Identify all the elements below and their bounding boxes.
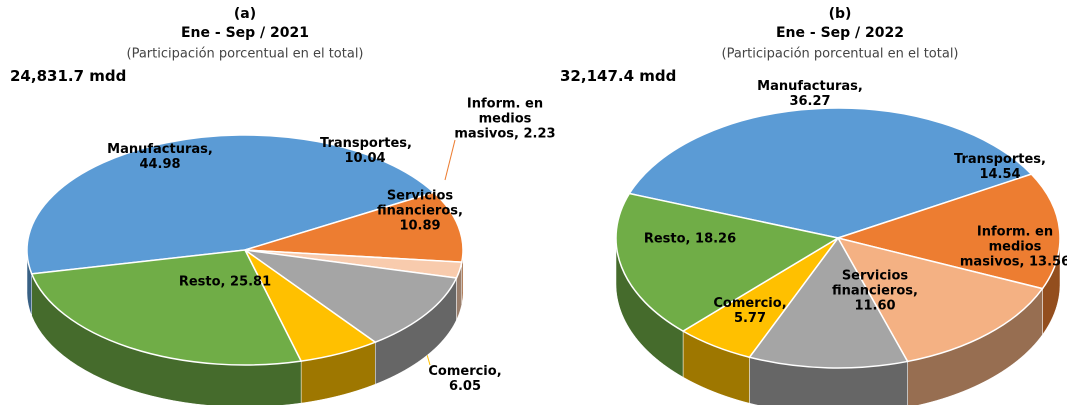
data-label: Resto, 25.81: [178, 274, 272, 290]
total-annotation: 32,147.4 mdd: [560, 67, 677, 85]
chart-title: (a): [233, 5, 257, 22]
data-label: Transportes, 10.04: [320, 136, 412, 166]
data-label: Manufacturas, 44.98: [107, 142, 213, 172]
chart-subtitle: Ene - Sep / 2021: [180, 24, 310, 41]
chart-title: (b): [828, 5, 852, 22]
slice: [628, 107, 1033, 239]
data-label: Inform. en medios masivos, 2.23: [454, 96, 556, 142]
slice: [26, 134, 436, 275]
total-annotation: 24,831.7 mdd: [10, 67, 127, 85]
chart-note: (Participación porcentual en el total): [126, 46, 364, 62]
slice: [244, 191, 464, 263]
leader-line: [444, 139, 456, 181]
data-label: Manufacturas, 36.27: [757, 79, 863, 109]
slice: [615, 192, 841, 332]
data-label: Comercio, 6.05: [428, 364, 502, 394]
data-label: Servicios financieros, 10.89: [377, 188, 463, 234]
data-label: Comercio, 5.77: [713, 296, 787, 326]
data-label: Inform. en medios masivos, 13.56: [959, 224, 1067, 270]
chart-subtitle: Ene - Sep / 2022: [775, 24, 905, 41]
data-label: Resto, 18.26: [643, 231, 737, 247]
data-label: Transportes, 14.54: [954, 152, 1046, 182]
slice: [748, 236, 909, 369]
slice: [835, 173, 1061, 290]
slice: [30, 249, 303, 366]
slice: [836, 236, 1044, 363]
slice: [244, 249, 458, 344]
chart-note: (Participación porcentual en el total): [721, 46, 959, 62]
data-label: Servicios financieros, 11.60: [832, 268, 918, 314]
